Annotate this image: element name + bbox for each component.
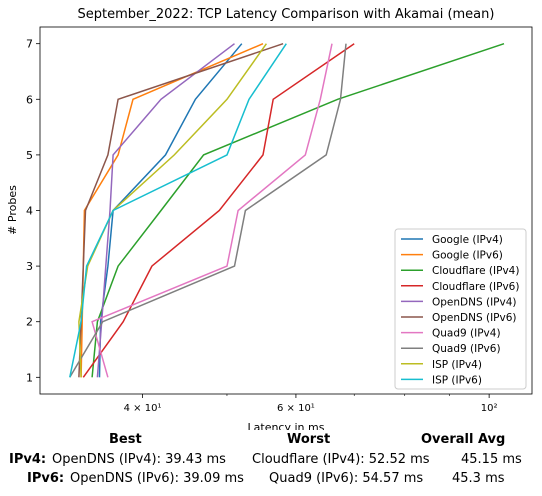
legend-label-3: Cloudflare (IPv6) [432, 281, 519, 293]
series-line-6 [91, 43, 333, 378]
chart-legend: Google (IPv4) Google (IPv6) Cloudflare (IP… [394, 228, 527, 390]
x-tick-label-2: 10² [481, 403, 498, 414]
x-axis-label: Latency in ms [248, 421, 325, 430]
series-line-2 [91, 42, 505, 378]
ipv4-best-value: OpenDNS (IPv4): 39.43 ms [52, 452, 226, 467]
y-tick-label-1: 2 [26, 316, 33, 329]
legend-box [394, 228, 527, 390]
legend-label-6: Quad9 (IPv4) [432, 328, 501, 340]
ipv6-avg-value: 45.3 ms [452, 471, 505, 486]
ipv4-worst-value: Cloudflare (IPv4): 52.52 ms [252, 452, 430, 467]
legend-label-0: Google (IPv4) [432, 234, 503, 246]
avg-header: Overall Avg [421, 432, 506, 447]
ipv4-row-label: IPv4: [9, 452, 47, 467]
legend-label-2: Cloudflare (IPv4) [432, 265, 519, 277]
chart-title: September_2022: TCP Latency Comparison w… [78, 7, 495, 22]
x-tick-label-1: 6 × 10¹ [277, 403, 315, 414]
ipv6-worst-value: Quad9 (IPv6): 54.57 ms [269, 471, 424, 486]
plot-area: 4 × 10¹ 6 × 10¹ 10² 1 2 3 4 5 6 7 [26, 26, 533, 414]
series-line-7 [69, 43, 347, 378]
ipv4-avg-value: 45.15 ms [461, 452, 522, 467]
series-line-0 [98, 43, 243, 378]
y-tick-label-0: 1 [26, 371, 33, 384]
y-tick-label-4: 5 [26, 149, 33, 162]
y-axis-label: # Probes [6, 185, 19, 235]
series-line-4 [96, 43, 235, 378]
legend-label-5: OpenDNS (IPv6) [432, 312, 517, 324]
series-line-9 [69, 43, 287, 378]
series-line-3 [82, 43, 355, 378]
legend-label-8: ISP (IPv4) [432, 359, 482, 371]
series-line-1 [80, 43, 264, 378]
legend-label-4: OpenDNS (IPv4) [432, 296, 517, 308]
y-tick-label-3: 4 [26, 205, 33, 218]
y-tick-label-5: 6 [26, 93, 33, 106]
legend-label-9: ISP (IPv6) [432, 374, 482, 386]
latency-chart: September_2022: TCP Latency Comparison w… [6, 7, 533, 430]
ipv6-best-value: OpenDNS (IPv6): 39.09 ms [70, 471, 244, 486]
y-tick-label-6: 7 [26, 38, 33, 51]
legend-label-1: Google (IPv6) [432, 250, 503, 262]
x-tick-label-0: 4 × 10¹ [124, 403, 162, 414]
best-header: Best [109, 432, 142, 447]
ipv6-row-label: IPv6: [27, 471, 65, 486]
worst-header: Worst [287, 432, 331, 447]
y-tick-label-2: 3 [26, 260, 33, 273]
legend-label-7: Quad9 (IPv6) [432, 343, 501, 355]
